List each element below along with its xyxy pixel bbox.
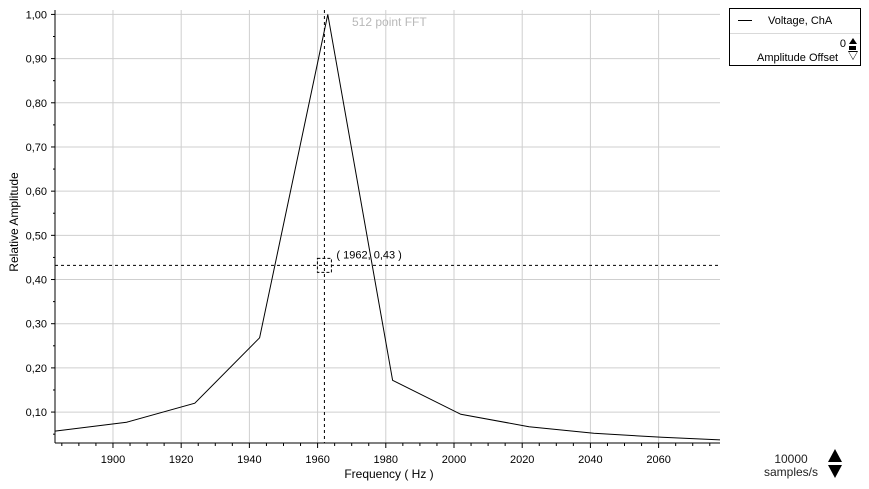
y-axis-label: Relative Amplitude	[7, 172, 21, 272]
chart-title: 512 point FFT	[352, 15, 427, 29]
x-tick-label: 2060	[646, 454, 670, 466]
x-tick-label: 1900	[101, 454, 125, 466]
legend-panel: Voltage, ChA 0 Amplitude Offset	[729, 8, 861, 66]
amplitude-offset-label: Amplitude Offset	[757, 52, 839, 64]
y-tick-label: 0,60	[26, 186, 47, 198]
x-tick-label: 1980	[374, 454, 398, 466]
legend-line-swatch	[738, 20, 752, 21]
y-tick-label: 0,40	[26, 275, 47, 287]
x-tick-label: 2040	[578, 454, 602, 466]
cursor-readout: ( 1962, 0,43 )	[336, 249, 401, 261]
chart-axes	[54, 10, 720, 444]
chart-ticks: 0,10 0,20 0,30 0,40 0,50 0,60 0,70 0,80 0,90 1,00…	[26, 9, 711, 466]
amplitude-offset-value[interactable]: 0	[839, 38, 846, 50]
y-tick-label: 0,70	[26, 142, 47, 154]
x-tick-label: 1940	[237, 454, 261, 466]
y-tick-label: 0,20	[26, 363, 47, 375]
x-axis-label: Frequency ( Hz )	[344, 467, 433, 481]
sample-rate-readout: 10000 samples/s	[764, 453, 818, 479]
y-tick-label: 1,00	[26, 9, 47, 21]
chart-grid	[55, 10, 720, 443]
sample-rate-up-icon[interactable]	[828, 449, 842, 462]
cursor-box-icon	[316, 257, 332, 273]
x-tick-label: 2000	[442, 454, 466, 466]
offset-down-arrow-fill	[849, 52, 857, 59]
chart-series	[54, 14, 721, 441]
sample-rate-value: 10000	[774, 452, 808, 466]
offset-reset-icon[interactable]	[849, 46, 856, 50]
y-tick-label: 0,10	[26, 407, 47, 419]
x-tick-label: 1920	[169, 454, 193, 466]
legend-series-name: Voltage, ChA	[768, 15, 833, 27]
offset-up-arrow-icon[interactable]	[849, 38, 857, 44]
x-tick-label: 1960	[305, 454, 329, 466]
x-tick-label: 2020	[510, 454, 534, 466]
series-line	[54, 14, 721, 441]
crosshair-cursor[interactable]: ( 1962, 0,43 )	[55, 10, 720, 443]
legend-entry[interactable]: Voltage, ChA	[730, 9, 860, 34]
y-tick-label: 0,30	[26, 319, 47, 331]
sample-rate-unit: samples/s	[764, 465, 819, 479]
sample-rate-down-icon[interactable]	[828, 465, 842, 478]
y-tick-label: 0,80	[26, 98, 47, 110]
y-tick-label: 0,90	[26, 54, 47, 66]
y-tick-label: 0,50	[26, 230, 47, 242]
sample-rate-spinner[interactable]	[828, 449, 842, 479]
